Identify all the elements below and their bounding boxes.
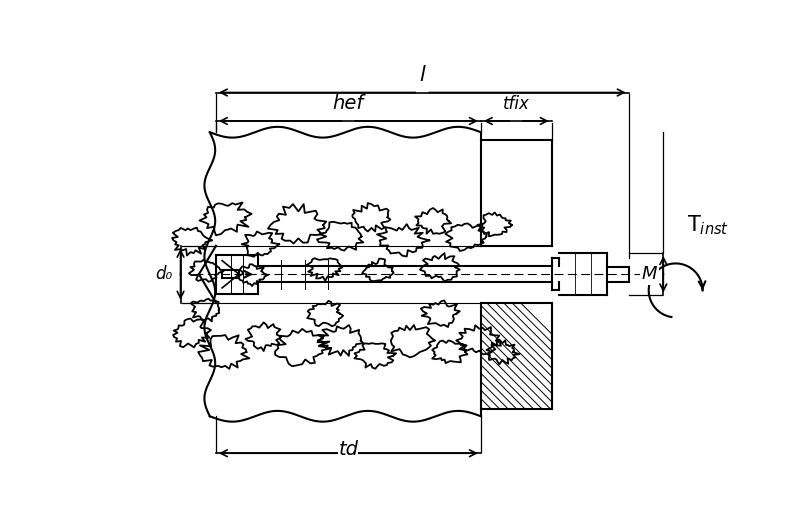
Text: tfix: tfix xyxy=(503,95,530,113)
Text: T$_{inst}$: T$_{inst}$ xyxy=(687,213,730,237)
Text: l: l xyxy=(419,65,425,85)
Text: hef: hef xyxy=(333,94,364,113)
Text: M: M xyxy=(642,265,658,283)
Text: d₀: d₀ xyxy=(155,265,172,283)
Text: td: td xyxy=(338,441,358,460)
